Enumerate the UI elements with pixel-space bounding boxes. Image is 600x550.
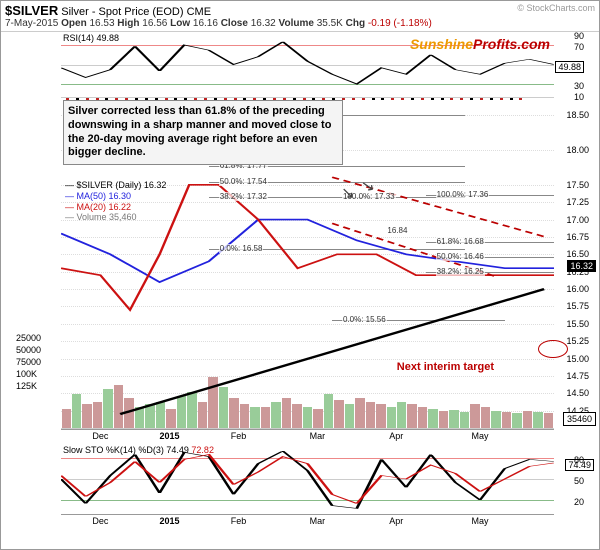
ticker: $SILVER <box>5 3 58 18</box>
chart-header: $SILVER Silver - Spot Price (EOD) CME 7-… <box>1 1 599 32</box>
stochastic-panel: Slow STO %K(14) %D(3) 74.49 72.82 80 50 … <box>61 444 554 514</box>
ohlc-row: 7-May-2015 Open 16.53 High 16.56 Low 16.… <box>5 18 595 29</box>
exchange: CME <box>187 6 211 18</box>
price-panel: Silver corrected less than 61.8% of the … <box>61 98 554 429</box>
target-label: Next interim target <box>397 361 494 373</box>
chg: -0.19 (-1.18%) <box>368 18 432 29</box>
name: Silver - Spot Price (EOD) <box>61 6 183 18</box>
arrow-icon: ↘ <box>341 183 354 203</box>
credit: © StockCharts.com <box>517 3 595 13</box>
legend: — $SILVER (Daily) 16.32— MA(50) 16.30— M… <box>65 180 166 223</box>
annotation-box: Silver corrected less than 61.8% of the … <box>63 100 343 165</box>
rsi-panel: RSI(14) 49.88 SunshineProfits.com 70 49.… <box>61 32 554 98</box>
x-axis-2: Dec2015FebMarAprMay <box>61 514 554 529</box>
x-axis: Dec2015FebMarAprMay <box>61 429 554 444</box>
date: 7-May-2015 <box>5 18 58 29</box>
current-price-box: 16.32 <box>567 260 596 272</box>
chart-container: © StockCharts.com $SILVER Silver - Spot … <box>0 0 600 550</box>
target-circle <box>538 340 568 358</box>
current-vol-box: 35460 <box>563 412 596 426</box>
sto-current: 74.49 <box>565 459 594 471</box>
watermark: SunshineProfits.com <box>410 36 550 52</box>
sto-lines <box>61 444 554 514</box>
